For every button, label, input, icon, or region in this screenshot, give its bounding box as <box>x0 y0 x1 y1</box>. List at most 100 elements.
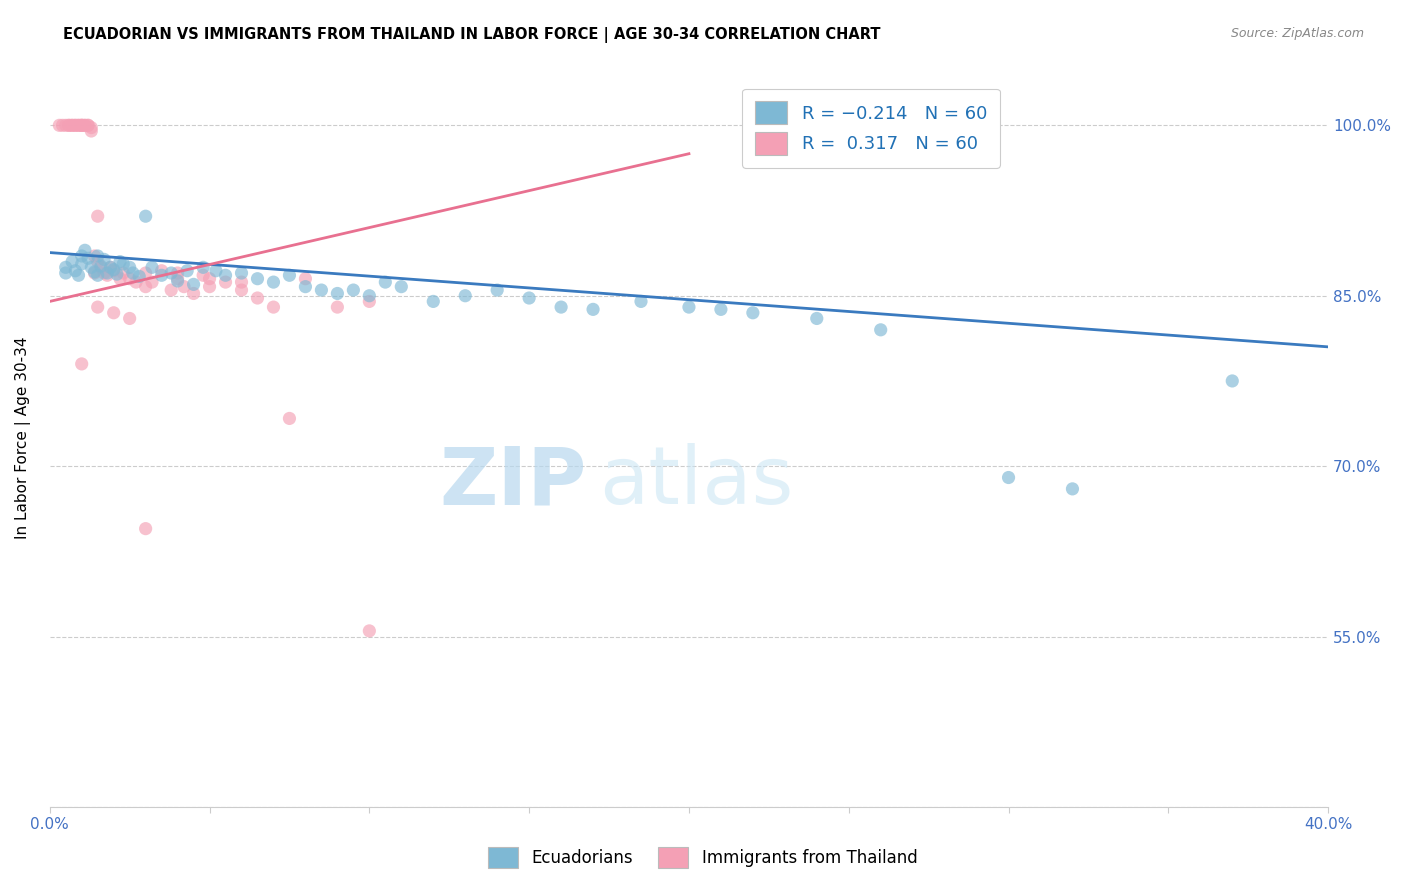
Point <box>214 275 236 289</box>
Point <box>55 266 77 280</box>
Point <box>710 302 733 317</box>
Point <box>246 291 269 305</box>
Point <box>183 277 205 292</box>
Text: ECUADORIAN VS IMMIGRANTS FROM THAILAND IN LABOR FORCE | AGE 30-34 CORRELATION CH: ECUADORIAN VS IMMIGRANTS FROM THAILAND I… <box>63 27 880 43</box>
Point <box>77 118 100 132</box>
Point <box>486 283 509 297</box>
Y-axis label: In Labor Force | Age 30-34: In Labor Force | Age 30-34 <box>15 336 31 539</box>
Point <box>166 266 188 280</box>
Point <box>311 283 333 297</box>
Point <box>389 279 412 293</box>
Point <box>231 266 253 280</box>
Point <box>374 275 396 289</box>
Point <box>135 266 157 280</box>
Point <box>359 289 381 303</box>
Point <box>359 294 381 309</box>
Point <box>112 266 135 280</box>
Point <box>90 259 112 273</box>
Point <box>191 268 214 283</box>
Point <box>60 118 83 132</box>
Point <box>83 266 105 280</box>
Point <box>100 260 122 275</box>
Point <box>166 271 188 285</box>
Point <box>103 264 125 278</box>
Point <box>65 264 87 278</box>
Point <box>112 257 135 271</box>
Point <box>70 118 93 132</box>
Point <box>108 254 131 268</box>
Point <box>678 300 700 314</box>
Point <box>67 268 90 283</box>
Point <box>58 118 80 132</box>
Point <box>630 294 652 309</box>
Point <box>263 300 285 314</box>
Point <box>60 254 83 268</box>
Point <box>550 300 572 314</box>
Point <box>278 411 301 425</box>
Point <box>73 118 96 132</box>
Point <box>135 279 157 293</box>
Text: ZIP: ZIP <box>440 443 586 521</box>
Point <box>58 118 80 132</box>
Point <box>997 470 1019 484</box>
Point <box>454 289 477 303</box>
Point <box>96 268 118 283</box>
Point <box>166 274 188 288</box>
Point <box>86 268 108 283</box>
Point <box>869 323 891 337</box>
Point <box>214 268 236 283</box>
Point <box>205 264 228 278</box>
Legend: R = −0.214   N = 60, R =  0.317   N = 60: R = −0.214 N = 60, R = 0.317 N = 60 <box>742 88 1000 168</box>
Point <box>128 269 150 284</box>
Point <box>103 262 125 277</box>
Point <box>173 279 195 293</box>
Point <box>83 249 105 263</box>
Point <box>121 266 143 280</box>
Point <box>90 260 112 275</box>
Point <box>141 275 163 289</box>
Point <box>150 264 173 278</box>
Point <box>1062 482 1084 496</box>
Point <box>294 271 316 285</box>
Point <box>263 275 285 289</box>
Point <box>48 118 70 132</box>
Point <box>125 275 148 289</box>
Point <box>96 266 118 280</box>
Point <box>86 254 108 268</box>
Point <box>55 260 77 275</box>
Text: Source: ZipAtlas.com: Source: ZipAtlas.com <box>1230 27 1364 40</box>
Point <box>86 300 108 314</box>
Point <box>135 209 157 223</box>
Point <box>73 244 96 258</box>
Point <box>294 279 316 293</box>
Point <box>67 118 90 132</box>
Point <box>70 357 93 371</box>
Point <box>83 265 105 279</box>
Point <box>150 268 173 283</box>
Point <box>100 260 122 275</box>
Point <box>422 294 444 309</box>
Point <box>806 311 828 326</box>
Point <box>70 118 93 132</box>
Point <box>741 306 763 320</box>
Point <box>231 283 253 297</box>
Point <box>65 118 87 132</box>
Point <box>70 249 93 263</box>
Point <box>77 118 100 132</box>
Point <box>105 267 128 281</box>
Point <box>342 283 364 297</box>
Point <box>141 260 163 275</box>
Point <box>278 268 301 283</box>
Point <box>51 118 73 132</box>
Text: atlas: atlas <box>599 443 794 521</box>
Point <box>93 252 115 267</box>
Point <box>183 286 205 301</box>
Point <box>118 260 141 275</box>
Point <box>67 118 90 132</box>
Point <box>80 124 103 138</box>
Point <box>80 120 103 135</box>
Point <box>198 271 221 285</box>
Point <box>246 271 269 285</box>
Point <box>80 260 103 275</box>
Point <box>135 522 157 536</box>
